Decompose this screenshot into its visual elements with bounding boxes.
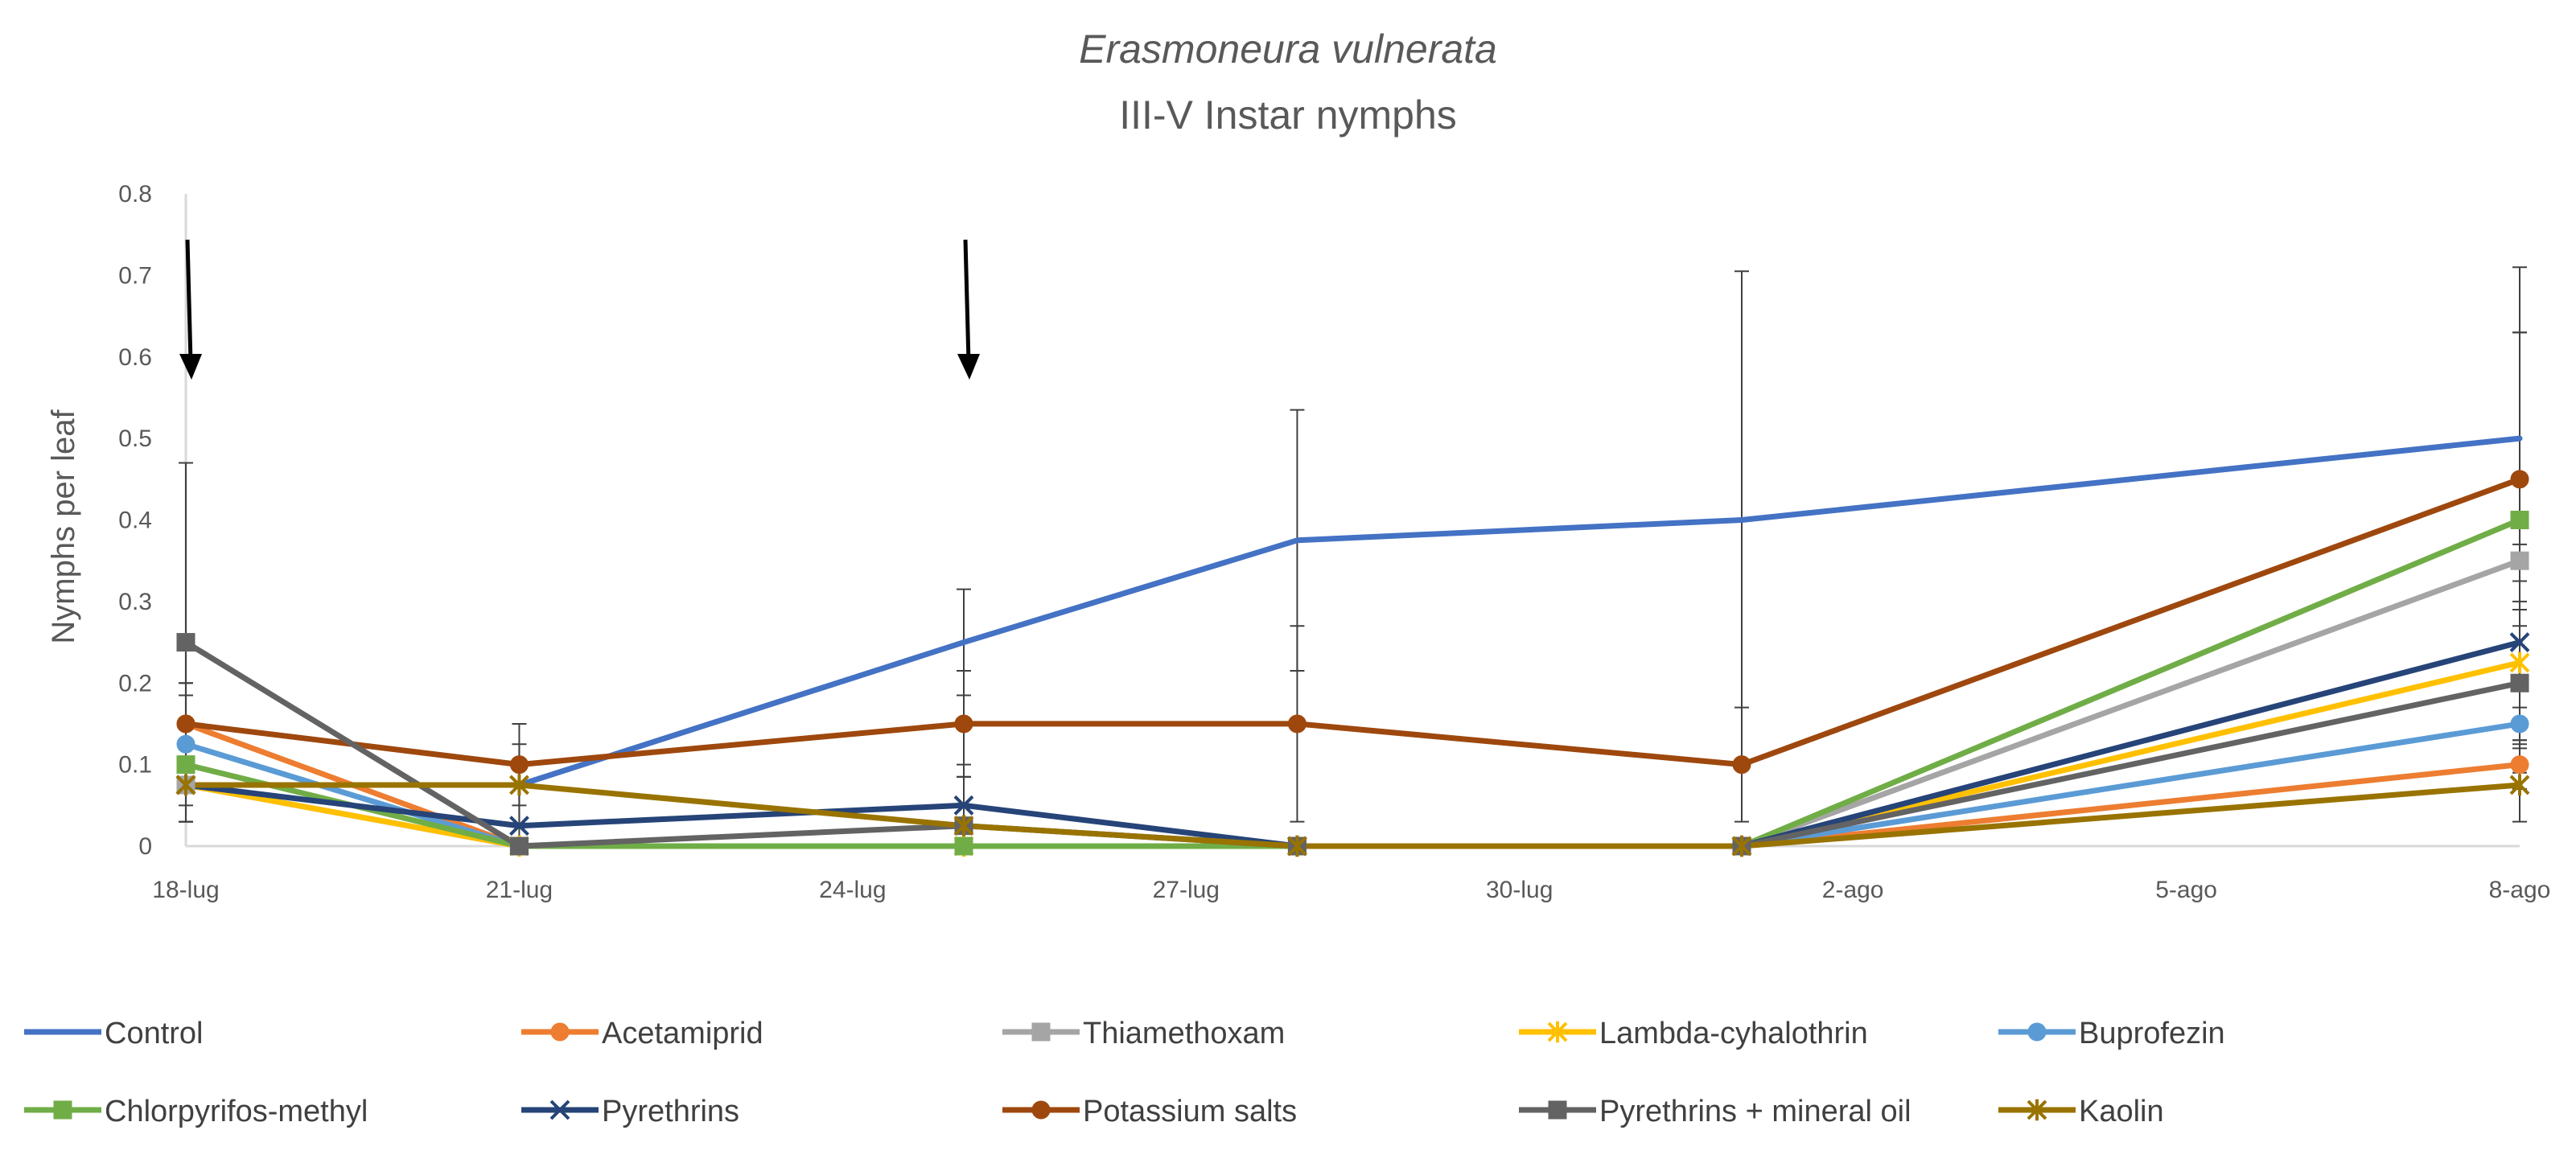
legend-item-acetamiprid: Acetamiprid	[521, 1017, 763, 1050]
data-point-chlorpyrifos-methyl	[954, 836, 973, 856]
legend-label: Control	[105, 1017, 204, 1050]
legend-label: Kaolin	[2079, 1095, 2164, 1128]
data-point-potassium-salts	[2510, 470, 2529, 489]
arrow-head	[179, 354, 202, 380]
legend-marker	[1031, 1022, 1051, 1042]
data-point-pyrethrins-mineral-oil	[176, 633, 195, 652]
y-tick-label: 0	[138, 833, 152, 860]
arrow-shaft	[963, 239, 971, 363]
data-point-chlorpyrifos-methyl	[176, 755, 195, 775]
legend-marker	[53, 1100, 72, 1120]
legend-label: Pyrethrins	[602, 1095, 739, 1128]
series-line-chlorpyrifos-methyl	[183, 517, 2523, 849]
data-point-kaolin	[1287, 835, 1307, 857]
legend-item-pyrethrins: Pyrethrins	[521, 1095, 739, 1128]
series-lines	[183, 435, 2523, 849]
x-tick-label: 21-lug	[486, 877, 553, 903]
legend-marker	[1031, 1100, 1051, 1120]
legend-item-buprofezin: Buprofezin	[1998, 1017, 2225, 1050]
x-axis-ticks: 18-lug 21-lug 24-lug 27-lug 30-lug 2-ago 5-ago…	[152, 877, 2550, 903]
data-point-acetamiprid	[2510, 755, 2529, 775]
data-point-kaolin	[1731, 835, 1752, 857]
y-tick-label: 0.7	[118, 262, 152, 289]
data-point-pyrethrins-mineral-oil	[2510, 673, 2529, 693]
legend-marker	[2027, 1022, 2047, 1042]
data-point-kaolin	[509, 774, 529, 796]
legend-label: Acetamiprid	[602, 1017, 763, 1050]
data-point-potassium-salts	[954, 714, 973, 734]
series-line-kaolin	[183, 782, 2523, 849]
data-point-chlorpyrifos-methyl	[2510, 511, 2529, 529]
data-point-pyrethrins-mineral-oil	[509, 836, 529, 856]
legend-item-kaolin: Kaolin	[1998, 1095, 2164, 1128]
x-tick-label: 8-ago	[2489, 877, 2551, 903]
data-point-pyrethrins	[2509, 632, 2530, 652]
data-point-kaolin	[2509, 774, 2530, 796]
legend-label: Lambda-cyhalothrin	[1599, 1017, 1868, 1050]
data-point-thiamethoxam	[2510, 551, 2529, 570]
y-tick-label: 0.6	[118, 344, 152, 371]
data-point-potassium-salts	[1287, 714, 1307, 734]
data-point-potassium-salts	[509, 755, 529, 775]
legend-marker	[549, 1099, 570, 1120]
x-tick-label: 18-lug	[152, 877, 219, 903]
x-tick-label: 5-ago	[2155, 877, 2217, 903]
data-point-kaolin	[953, 815, 974, 836]
x-tick-label: 2-ago	[1822, 877, 1884, 903]
chart-title: Erasmoneura vulnerata	[1079, 27, 1497, 72]
data-point-pyrethrins	[953, 795, 974, 816]
data-point-potassium-salts	[176, 714, 195, 734]
data-point-potassium-salts	[1732, 755, 1751, 775]
legend-marker	[1547, 1021, 1568, 1043]
legend-item-potassium-salts: Potassium salts	[1002, 1095, 1297, 1128]
legend-item-thiamethoxam: Thiamethoxam	[1002, 1017, 1285, 1050]
chart-subtitle: III-V Instar nymphs	[1119, 92, 1457, 138]
data-point-kaolin	[175, 774, 196, 796]
y-axis-label: Nymphs per leaf	[46, 409, 81, 644]
legend-label: Chlorpyrifos-methyl	[105, 1095, 368, 1128]
legend-item-pyrethrins-mineral-oil: Pyrethrins + mineral oil	[1519, 1095, 1911, 1128]
x-tick-label: 24-lug	[819, 877, 886, 903]
arrow-head	[957, 354, 980, 380]
series-line-pyrethrins	[183, 639, 2523, 849]
y-tick-label: 0.3	[118, 589, 152, 615]
application-arrows	[179, 239, 980, 380]
legend-item-lambda-cyhalothrin: Lambda-cyhalothrin	[1519, 1017, 1868, 1050]
y-tick-label: 0.4	[118, 508, 152, 534]
legend-item-chlorpyrifos-methyl: Chlorpyrifos-methyl	[24, 1095, 368, 1128]
legend-marker	[2027, 1099, 2047, 1121]
data-point-buprofezin	[2510, 714, 2529, 734]
series-line-potassium-salts	[183, 476, 2523, 768]
series-markers	[175, 470, 2530, 857]
data-point-buprofezin	[176, 734, 195, 754]
y-tick-label: 0.1	[118, 752, 152, 779]
legend-marker	[1548, 1100, 1567, 1120]
y-tick-label: 0.2	[118, 670, 152, 697]
legend-label: Pyrethrins + mineral oil	[1599, 1095, 1911, 1128]
data-point-lambda-cyhalothrin	[2509, 651, 2530, 674]
legend-item-control: Control	[24, 1017, 204, 1050]
error-bars	[179, 266, 2527, 847]
y-axis-ticks: 0 0.1 0.2 0.3 0.4 0.5 0.6 0.7 0.8	[118, 181, 152, 860]
x-tick-label: 27-lug	[1153, 877, 1220, 903]
y-tick-label: 0.5	[118, 425, 152, 452]
y-tick-label: 0.8	[118, 181, 152, 208]
legend-label: Potassium salts	[1083, 1095, 1297, 1128]
legend-label: Thiamethoxam	[1083, 1017, 1285, 1050]
arrow-shaft	[185, 239, 193, 363]
legend: Control Acetamiprid Thiamethoxam Lambda-cyh…	[24, 1017, 2225, 1128]
data-point-pyrethrins	[509, 816, 529, 836]
legend-label: Buprofezin	[2079, 1017, 2225, 1050]
x-tick-label: 30-lug	[1486, 877, 1553, 903]
axes	[184, 194, 2520, 848]
legend-marker	[550, 1022, 570, 1042]
